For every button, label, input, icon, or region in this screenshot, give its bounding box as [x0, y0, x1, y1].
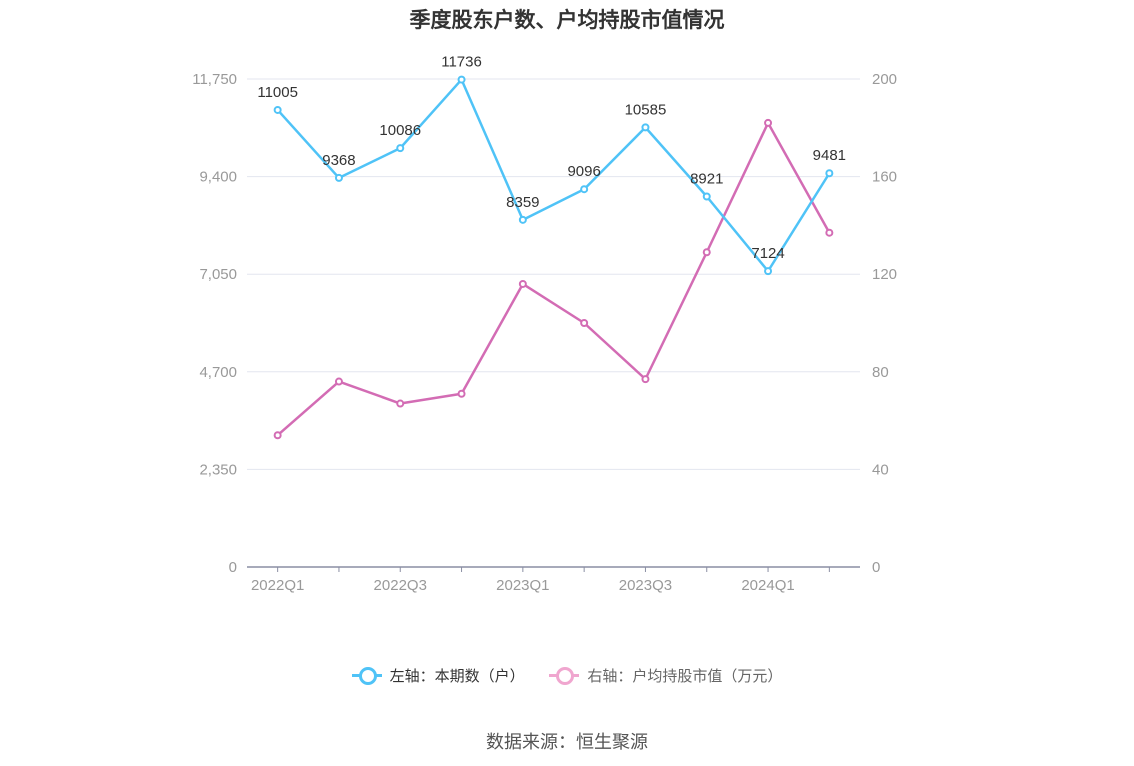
- series-line: [276, 78, 831, 273]
- chart-title: 季度股东户数、户均持股市值情况: [409, 8, 725, 32]
- right-axis-tick-label: 120: [872, 266, 897, 283]
- x-axis-tick-label: 2022Q3: [374, 577, 427, 594]
- left-axis-tick-label: 0: [229, 559, 237, 576]
- data-point: [518, 279, 527, 288]
- right-axis-tick-label: 160: [872, 169, 897, 186]
- data-point: [273, 105, 282, 114]
- data-point: [334, 377, 343, 386]
- right-axis-tick-label: 200: [872, 71, 897, 88]
- left-axis-tick-label: 2,350: [199, 461, 237, 478]
- left-axis-tick-label: 9,400: [199, 169, 237, 186]
- left-axis-tick-label: 4,700: [199, 364, 237, 381]
- legend-label: 左轴：本期数（户）: [389, 666, 525, 685]
- data-point: [334, 173, 343, 182]
- data-label: 11005: [257, 84, 298, 101]
- legend-item-right-series[interactable]: 右轴：户均持股市值（万元）: [549, 664, 782, 686]
- data-point: [641, 123, 650, 132]
- right-axis-tick-label: 80: [872, 364, 889, 381]
- x-axis-tick-label: 2023Q1: [496, 577, 549, 594]
- right-axis-ticks: 0 40 80 120 160 200: [872, 71, 897, 576]
- left-axis-ticks: 0 2,350 4,700 7,050 9,400 11,750: [192, 71, 237, 576]
- data-point: [457, 75, 466, 84]
- data-label: 11736: [441, 54, 482, 71]
- data-label: 8359: [506, 194, 539, 211]
- x-axis-tick-label: 2024Q1: [741, 577, 794, 594]
- legend-label: 右轴：户均持股市值（万元）: [587, 666, 783, 685]
- grid-lines: [247, 78, 860, 470]
- right-axis-tick-label: 0: [872, 559, 880, 576]
- data-labels: 11005 9368 10086 11736 8359 9096 10585 8921 7124…: [257, 54, 846, 263]
- data-label: 9368: [322, 152, 355, 169]
- data-label: 9481: [813, 147, 846, 164]
- data-point: [702, 192, 711, 201]
- data-point: [641, 375, 650, 384]
- data-point: [518, 215, 527, 224]
- left-axis-tick-label: 7,050: [199, 266, 237, 283]
- data-label: 7124: [751, 245, 784, 262]
- right-axis-tick-label: 40: [872, 461, 889, 478]
- x-axis-tick-label: 2023Q3: [619, 577, 672, 594]
- x-axis: 2022Q1 2022Q3 2023Q1 2023Q3 2024Q1: [247, 566, 860, 594]
- data-point: [764, 267, 773, 276]
- data-label: 10086: [379, 122, 421, 139]
- data-label: 9096: [567, 163, 600, 180]
- series-market-value: [273, 118, 834, 440]
- data-point: [457, 389, 466, 398]
- data-point: [702, 248, 711, 257]
- data-point: [825, 228, 834, 237]
- data-source: 数据来源：恒生聚源: [486, 732, 648, 753]
- left-axis-tick-label: 11,750: [192, 71, 237, 88]
- data-label: 8921: [690, 170, 723, 187]
- series-shareholder-count: [273, 75, 834, 276]
- data-point: [396, 399, 405, 408]
- legend: 左轴：本期数（户） 右轴：户均持股市值（万元）: [0, 664, 1134, 690]
- legend-line-icon: [351, 664, 382, 686]
- data-label: 10585: [625, 101, 667, 118]
- series-line: [276, 121, 831, 437]
- data-point: [396, 144, 405, 153]
- data-point: [825, 169, 834, 178]
- x-axis-tick-label: 2022Q1: [251, 577, 304, 594]
- data-point: [580, 185, 589, 194]
- legend-line-icon: [549, 664, 580, 686]
- data-point: [580, 319, 589, 327]
- data-point: [273, 431, 282, 440]
- legend-item-left-series[interactable]: 左轴：本期数（户）: [351, 664, 525, 686]
- data-point: [764, 118, 773, 127]
